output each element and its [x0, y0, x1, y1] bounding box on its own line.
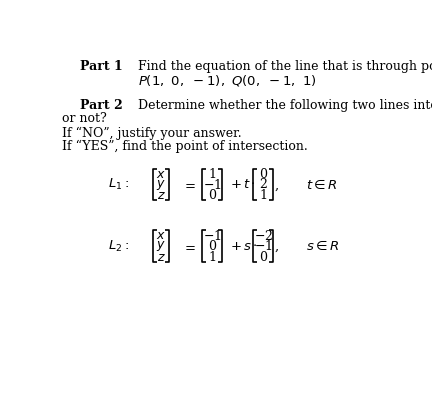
Text: 1: 1	[208, 168, 216, 181]
Text: Determine whether the following two lines intersect: Determine whether the following two line…	[138, 99, 432, 112]
Text: $x$: $x$	[156, 229, 166, 242]
Text: Find the equation of the line that is through points:: Find the equation of the line that is th…	[138, 60, 432, 73]
Text: $-$1: $-$1	[203, 229, 222, 243]
Text: $z$: $z$	[156, 189, 165, 202]
Text: Part 1: Part 1	[80, 60, 123, 73]
Text: $L_1:$: $L_1:$	[108, 177, 129, 192]
Text: $+\,s\,{\cdot}$: $+\,s\,{\cdot}$	[230, 240, 257, 253]
Text: $s \in R$: $s \in R$	[306, 239, 340, 254]
Text: ,: ,	[275, 240, 279, 253]
Text: 0: 0	[259, 168, 267, 181]
Text: $y$: $y$	[156, 239, 166, 254]
Text: 0: 0	[259, 251, 267, 264]
Text: $-$1: $-$1	[203, 178, 222, 192]
Text: $t \in R$: $t \in R$	[306, 178, 338, 192]
Text: 0: 0	[208, 189, 216, 202]
Text: 2: 2	[259, 178, 267, 192]
Text: $x$: $x$	[156, 168, 166, 181]
Text: Part 2: Part 2	[80, 99, 123, 112]
Text: $=$: $=$	[182, 240, 196, 253]
Text: 1: 1	[259, 189, 267, 202]
Text: $+\,t\,{\cdot}$: $+\,t\,{\cdot}$	[230, 178, 255, 192]
Text: $=$: $=$	[182, 178, 196, 192]
Text: $L_2:$: $L_2:$	[108, 239, 129, 254]
Text: or not?: or not?	[62, 112, 107, 125]
Text: If “NO”, justify your answer.: If “NO”, justify your answer.	[62, 126, 241, 140]
Text: $-$1: $-$1	[254, 239, 273, 254]
Text: $z$: $z$	[156, 251, 165, 264]
Text: $P(1,\ 0,\ -1),\ Q(0,\ -1,\ 1)$: $P(1,\ 0,\ -1),\ Q(0,\ -1,\ 1)$	[138, 73, 316, 88]
Text: $-$2: $-$2	[254, 229, 273, 243]
Text: 0: 0	[208, 240, 216, 253]
Text: ,: ,	[275, 178, 279, 192]
Text: 1: 1	[208, 251, 216, 264]
Text: If “YES”, find the point of intersection.: If “YES”, find the point of intersection…	[62, 139, 308, 153]
Text: $y$: $y$	[156, 178, 166, 192]
